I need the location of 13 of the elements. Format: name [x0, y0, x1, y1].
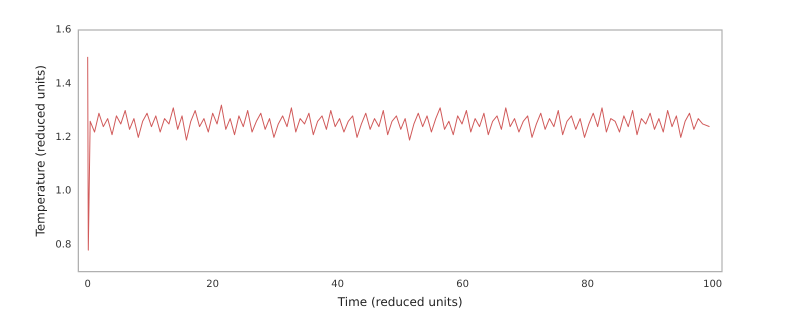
x-tick-label: 80	[581, 279, 594, 290]
x-tick-label: 0	[84, 279, 91, 290]
y-tick-label: 0.8	[55, 239, 72, 250]
y-tick-label: 1.6	[55, 24, 72, 36]
x-tick-label: 40	[331, 279, 344, 290]
y-tick-label: 1.0	[55, 186, 72, 197]
x-axis-title: Time (reduced units)	[336, 294, 463, 309]
y-tick-label: 1.4	[55, 78, 72, 90]
y-axis-title: Temperature (reduced units)	[33, 65, 48, 238]
y-tick-label: 1.2	[55, 132, 72, 143]
x-tick-label: 20	[206, 279, 220, 290]
x-tick-label: 100	[703, 279, 722, 290]
x-tick-label: 60	[456, 279, 470, 290]
